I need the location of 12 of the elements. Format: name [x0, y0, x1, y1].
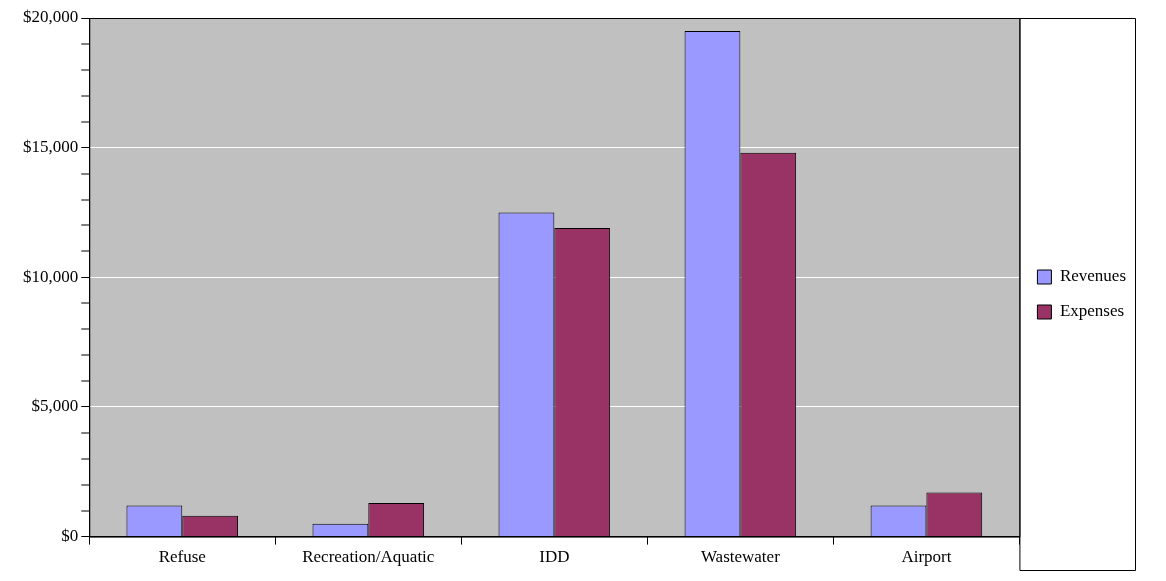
y-tick-label: $0: [61, 526, 79, 546]
y-tick-label: $10,000: [23, 266, 79, 286]
x-tick-label: Airport: [901, 547, 952, 567]
legend-label: Revenues: [1059, 266, 1126, 286]
x-tick-label: Wastewater: [700, 547, 781, 567]
x-tick-label: IDD: [539, 547, 570, 567]
y-tick-label: $20,000: [23, 7, 79, 27]
y-tick-label: $5,000: [31, 396, 79, 416]
legend-label: Expenses: [1059, 301, 1125, 321]
y-tick-label: $15,000: [23, 137, 79, 157]
x-tick-label: Refuse: [158, 547, 206, 567]
x-tick-label: Recreation/Aquatic: [302, 547, 435, 567]
